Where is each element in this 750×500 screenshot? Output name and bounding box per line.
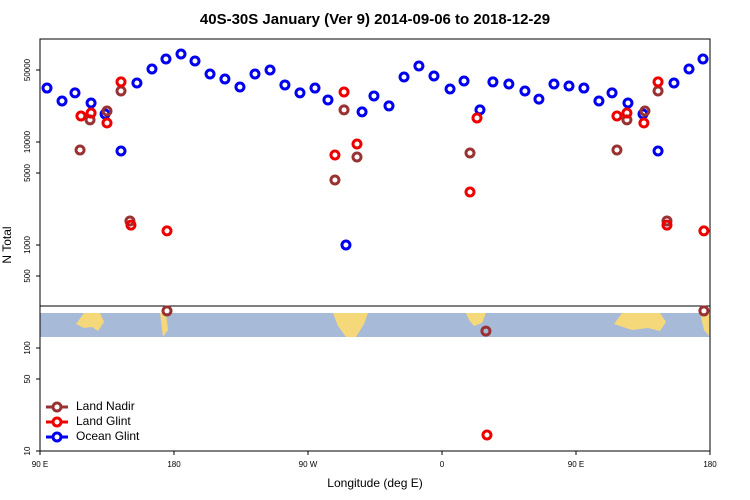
data-point xyxy=(464,186,476,198)
data-point xyxy=(578,82,590,94)
data-point xyxy=(41,82,53,94)
y-axis-title: N Total xyxy=(0,226,14,263)
data-point xyxy=(249,68,261,80)
data-point xyxy=(146,63,158,75)
data-point xyxy=(698,225,710,237)
data-point xyxy=(652,85,664,97)
data-point xyxy=(697,53,709,65)
legend-marker xyxy=(51,431,63,443)
data-point xyxy=(611,110,623,122)
data-point xyxy=(351,138,363,150)
data-point xyxy=(487,76,499,88)
data-point xyxy=(444,83,456,95)
data-point xyxy=(652,145,664,157)
data-point xyxy=(85,107,97,119)
x-tick-label: 90 E xyxy=(568,460,584,469)
data-point xyxy=(481,429,493,441)
data-point xyxy=(480,325,492,337)
data-point xyxy=(563,80,575,92)
data-point xyxy=(329,149,341,161)
data-point xyxy=(161,225,173,237)
x-tick-label: 0 xyxy=(440,460,445,469)
y-tick-label: 100 xyxy=(23,341,32,355)
data-point xyxy=(698,305,710,317)
map-strip xyxy=(40,305,710,337)
data-point xyxy=(606,87,618,99)
data-point xyxy=(219,73,231,85)
data-point xyxy=(683,63,695,75)
data-point xyxy=(661,215,673,227)
legend-label: Ocean Glint xyxy=(76,429,140,443)
data-point xyxy=(652,76,664,88)
data-point xyxy=(85,97,97,109)
legend-marker xyxy=(51,401,63,413)
y-tick-label: 50 xyxy=(23,374,32,383)
y-tick-label: 500 xyxy=(23,269,32,283)
data-point xyxy=(661,219,673,231)
data-point xyxy=(622,97,634,109)
y-tick-label: 5000 xyxy=(23,164,32,182)
data-point xyxy=(115,145,127,157)
data-point xyxy=(322,94,334,106)
data-point xyxy=(519,85,531,97)
data-point xyxy=(668,77,680,89)
data-point xyxy=(234,81,246,93)
y-tick-label: 10000 xyxy=(23,130,32,153)
data-point xyxy=(56,95,68,107)
data-point xyxy=(75,110,87,122)
data-point xyxy=(125,219,137,231)
chart-title: 40S-30S January (Ver 9) 2014-09-06 to 20… xyxy=(200,11,550,28)
data-point xyxy=(428,70,440,82)
data-point xyxy=(533,93,545,105)
data-point xyxy=(309,82,321,94)
data-point xyxy=(351,151,363,163)
legend-label: Land Nadir xyxy=(76,399,135,413)
data-point xyxy=(175,48,187,60)
data-point xyxy=(161,305,173,317)
data-point xyxy=(611,144,623,156)
data-point xyxy=(639,105,651,117)
data-point xyxy=(383,100,395,112)
data-point xyxy=(398,71,410,83)
data-point xyxy=(356,106,368,118)
y-tick-label: 1000 xyxy=(23,236,32,254)
data-point xyxy=(638,117,650,129)
x-tick-label: 90 W xyxy=(299,460,318,469)
data-point xyxy=(621,107,633,119)
y-tick-label: 10 xyxy=(23,446,32,455)
data-point xyxy=(131,77,143,89)
data-point xyxy=(338,86,350,98)
data-point xyxy=(471,112,483,124)
x-axis-title: Longitude (deg E) xyxy=(327,476,422,490)
data-point xyxy=(413,60,425,72)
data-point xyxy=(329,174,341,186)
data-point xyxy=(204,68,216,80)
data-point xyxy=(264,64,276,76)
x-tick-label: 180 xyxy=(167,460,181,469)
data-point xyxy=(548,78,560,90)
data-point xyxy=(160,53,172,65)
y-tick-label: 50000 xyxy=(23,58,32,81)
data-point xyxy=(74,144,86,156)
data-point xyxy=(458,75,470,87)
data-point xyxy=(115,76,127,88)
legend-label: Land Glint xyxy=(76,414,131,428)
data-point xyxy=(464,147,476,159)
data-point xyxy=(338,104,350,116)
x-tick-label: 180 xyxy=(703,460,717,469)
data-point xyxy=(101,117,113,129)
x-tick-label: 90 E xyxy=(32,460,48,469)
data-point xyxy=(294,87,306,99)
legend-marker xyxy=(51,416,63,428)
data-point xyxy=(340,239,352,251)
data-point xyxy=(69,87,81,99)
data-point xyxy=(593,95,605,107)
data-point xyxy=(368,90,380,102)
data-point xyxy=(115,85,127,97)
data-point xyxy=(279,79,291,91)
data-point xyxy=(189,55,201,67)
data-point xyxy=(503,78,515,90)
data-point xyxy=(101,105,113,117)
